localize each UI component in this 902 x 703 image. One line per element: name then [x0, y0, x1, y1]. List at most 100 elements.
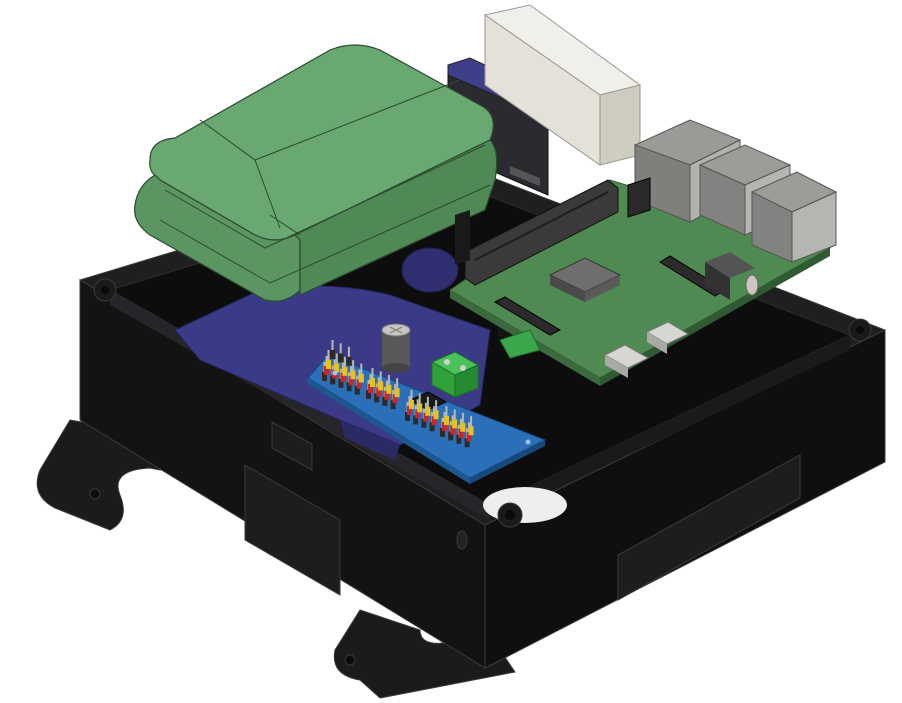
- header-pin: [433, 410, 439, 420]
- mounting-tab-bottom: [333, 609, 516, 699]
- side-slot-left-small: [271, 421, 313, 471]
- header-pin: [394, 388, 400, 398]
- header-pin: [374, 393, 380, 403]
- header-pin-metal: [371, 368, 374, 378]
- servo-side: [340, 420, 400, 460]
- rpi-dsi-connector: [493, 296, 562, 336]
- header-pin: [442, 422, 447, 431]
- header-pin: [346, 356, 352, 366]
- side-slot-left-large: [244, 464, 341, 596]
- rpi-cpu: [548, 257, 622, 302]
- header-pin: [407, 406, 412, 415]
- header-pin: [350, 370, 356, 380]
- header-pin: [458, 428, 464, 438]
- header-pin: [386, 384, 392, 394]
- header-pin: [324, 366, 329, 375]
- header-pin: [431, 416, 437, 426]
- hdmi-block-side: [599, 84, 641, 166]
- enclosure-inner-wall-right: [490, 335, 850, 520]
- audio-jack: [705, 252, 759, 300]
- header-pin: [423, 412, 429, 422]
- header-pin: [384, 390, 390, 400]
- header-pin-metal: [426, 396, 429, 407]
- header-pin-metal: [331, 340, 334, 350]
- header-pin: [429, 422, 435, 432]
- header-pin-metal: [445, 406, 448, 416]
- tab-hole-left: [89, 488, 101, 500]
- header-pin: [378, 381, 384, 391]
- header-pin: [366, 390, 371, 399]
- battery-front: [133, 174, 301, 302]
- pca-pin-headers: [322, 340, 474, 448]
- header-pin: [354, 385, 360, 395]
- header-pin-metal: [339, 343, 342, 354]
- usb-c-port: [603, 344, 650, 378]
- header-pin: [326, 360, 331, 369]
- header-pin-metal: [410, 390, 413, 400]
- header-pin: [421, 418, 427, 428]
- header-pin-metal: [327, 350, 330, 360]
- header-pin: [413, 415, 419, 425]
- header-pin: [340, 372, 346, 382]
- battery-side: [293, 139, 498, 296]
- header-pin-metal: [418, 393, 421, 404]
- header-pin: [346, 382, 352, 392]
- header-pin: [342, 366, 348, 376]
- header-pin-metal: [352, 360, 355, 371]
- battery-pack: [133, 44, 498, 302]
- header-pin-metal: [470, 416, 473, 427]
- header-pin: [468, 426, 474, 436]
- header-pin: [348, 376, 354, 386]
- pca9685-servo-driver: [307, 323, 547, 484]
- side-slot-right-long: [617, 454, 801, 601]
- pca-capacitor: [381, 323, 411, 373]
- header-pin: [338, 353, 344, 363]
- header-pin: [358, 373, 364, 383]
- header-pin-metal: [461, 412, 464, 423]
- header-pin: [334, 363, 340, 373]
- header-pin-metal: [347, 346, 350, 357]
- pca-screw-terminal: [430, 351, 480, 398]
- header-pin-metal: [343, 356, 346, 367]
- raspberry-pi: [449, 4, 838, 386]
- header-pin: [444, 416, 449, 425]
- header-pin-metal: [396, 378, 399, 389]
- tab-hole-bottom: [344, 654, 356, 666]
- header-pin-metal: [435, 400, 438, 411]
- header-pin: [338, 378, 344, 388]
- battery-mount-post: [455, 210, 470, 265]
- header-pin: [356, 379, 362, 389]
- header-pin: [409, 400, 414, 409]
- header-pin: [330, 375, 336, 385]
- rpi-small-connector: [627, 177, 651, 218]
- header-pin: [368, 384, 373, 393]
- header-pin: [376, 387, 382, 397]
- header-pin-metal: [335, 353, 338, 364]
- header-pin-metal: [387, 374, 390, 385]
- header-pin: [456, 434, 462, 444]
- header-pin: [464, 438, 470, 448]
- header-pin: [448, 431, 454, 441]
- header-pin: [392, 394, 398, 404]
- header-pin: [440, 428, 445, 437]
- header-pin: [452, 419, 458, 429]
- micro-hdmi-port: [645, 321, 690, 354]
- enclosure-opening-white: [483, 487, 567, 523]
- header-pin: [330, 350, 335, 359]
- header-pin: [322, 372, 327, 381]
- header-pin: [415, 409, 421, 419]
- header-pin: [417, 403, 423, 413]
- header-pin: [390, 400, 396, 410]
- header-pin: [425, 406, 431, 416]
- header-pin: [405, 412, 410, 421]
- servo-horn: [401, 247, 459, 293]
- header-pin: [466, 432, 472, 442]
- header-pin: [370, 378, 375, 387]
- header-pin: [460, 422, 466, 432]
- header-pin-metal: [379, 371, 382, 382]
- header-pin-metal: [360, 363, 363, 374]
- header-pin: [450, 425, 456, 435]
- usb-port-2: [750, 171, 838, 263]
